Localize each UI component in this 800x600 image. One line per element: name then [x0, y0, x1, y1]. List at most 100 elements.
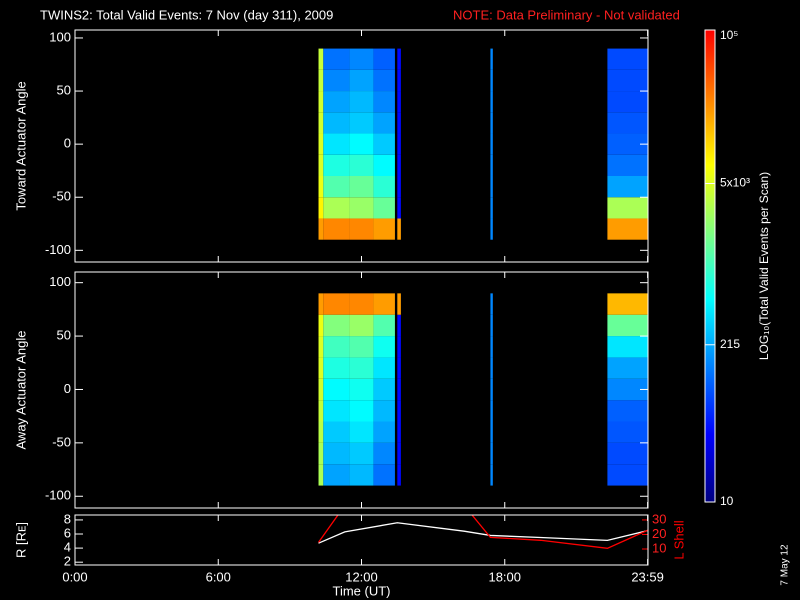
heat-cell — [607, 421, 648, 443]
heat-cell — [349, 197, 374, 219]
heat-cell — [373, 293, 395, 315]
heat-cell — [607, 378, 648, 401]
heat-cell — [490, 91, 493, 113]
heat-cell — [323, 154, 350, 176]
heat-cell — [397, 91, 401, 113]
heat-cell — [349, 175, 374, 198]
heat-cell — [323, 218, 350, 240]
heat-cell — [490, 218, 493, 240]
heat-cell — [373, 48, 395, 70]
heat-cell — [490, 112, 493, 134]
heat-cell — [349, 314, 374, 337]
heat-cell — [490, 314, 493, 337]
x-tick-label: 12:00 — [345, 569, 378, 584]
y-axis-label: Away Actuator Angle — [13, 330, 28, 449]
heat-cell — [373, 336, 395, 358]
heat-cell — [349, 133, 374, 155]
y-tick-label: -100 — [45, 242, 71, 257]
colorbar-tick-label: 10⁵ — [720, 28, 738, 42]
heat-cell — [373, 197, 395, 219]
heat-cell — [349, 400, 374, 422]
heat-cell — [323, 442, 350, 465]
heat-cell — [318, 154, 324, 176]
y2-tick-label: 20 — [652, 526, 666, 541]
x-tick-label: 0:00 — [62, 569, 87, 584]
heat-cell — [318, 378, 324, 401]
note: NOTE: Data Preliminary - Not validated — [453, 7, 680, 22]
x-axis-label: Time (UT) — [332, 583, 390, 598]
heat-cell — [607, 442, 648, 465]
heat-cell — [318, 133, 324, 155]
heat-cell — [323, 48, 350, 70]
heat-cell — [323, 421, 350, 443]
heat-cell — [318, 464, 324, 486]
heat-cell — [373, 378, 395, 401]
heat-cell — [397, 357, 401, 379]
heat-cell — [323, 112, 350, 134]
heat-cell — [490, 357, 493, 379]
heat-cell — [373, 218, 395, 240]
heat-cell — [373, 112, 395, 134]
heat-cell — [490, 133, 493, 155]
heat-cell — [349, 154, 374, 176]
heat-cell — [607, 133, 648, 155]
heat-cell — [397, 218, 401, 240]
heat-cell — [323, 197, 350, 219]
heat-cell — [607, 69, 648, 92]
heat-cell — [490, 378, 493, 401]
heat-cell — [323, 175, 350, 198]
heat-cell — [397, 154, 401, 176]
heat-cell — [349, 91, 374, 113]
heat-cell — [349, 112, 374, 134]
heat-cell — [323, 357, 350, 379]
heat-cell — [349, 378, 374, 401]
heat-cell — [490, 442, 493, 465]
heat-cell — [323, 314, 350, 337]
heat-cell — [318, 69, 324, 92]
heat-cell — [318, 112, 324, 134]
heat-cell — [490, 293, 493, 315]
heat-cell — [349, 48, 374, 70]
heat-cell — [373, 314, 395, 337]
heat-cell — [318, 400, 324, 422]
heat-cell — [490, 336, 493, 358]
y-tick-label: 100 — [49, 274, 71, 289]
series-line — [317, 515, 648, 549]
heat-cell — [349, 442, 374, 465]
y-tick-label: 8 — [64, 511, 71, 526]
heat-cell — [373, 400, 395, 422]
heat-cell — [397, 133, 401, 155]
y2-tick-label: 30 — [652, 511, 666, 526]
y-tick-label: 50 — [57, 82, 71, 97]
heat-cell — [607, 218, 648, 240]
y-tick-label: 50 — [57, 328, 71, 343]
heat-cell — [607, 48, 648, 70]
plot-area — [317, 515, 648, 549]
heat-cell — [323, 464, 350, 486]
heat-cell — [323, 378, 350, 401]
y-tick-label: -50 — [52, 434, 71, 449]
heat-cell — [373, 69, 395, 92]
heat-cell — [373, 421, 395, 443]
heat-cell — [397, 69, 401, 92]
heat-cell — [318, 421, 324, 443]
heat-cell — [373, 442, 395, 465]
heat-cell — [607, 197, 648, 219]
heat-cell — [607, 293, 648, 315]
heat-cell — [318, 218, 324, 240]
y2-tick-label: 10 — [652, 540, 666, 555]
heat-cell — [318, 357, 324, 379]
heat-cell — [318, 442, 324, 465]
heat-cell — [373, 357, 395, 379]
heat-cell — [323, 133, 350, 155]
y-tick-label: 100 — [49, 29, 71, 44]
heat-cell — [607, 154, 648, 176]
heat-cell — [397, 442, 401, 465]
colorbar-label: LOG₁₀(Total Valid Events per Scan) — [757, 172, 771, 360]
heat-cell — [349, 357, 374, 379]
heat-cell — [607, 112, 648, 134]
heat-cell — [397, 112, 401, 134]
heat-cell — [349, 293, 374, 315]
heat-cell — [323, 69, 350, 92]
